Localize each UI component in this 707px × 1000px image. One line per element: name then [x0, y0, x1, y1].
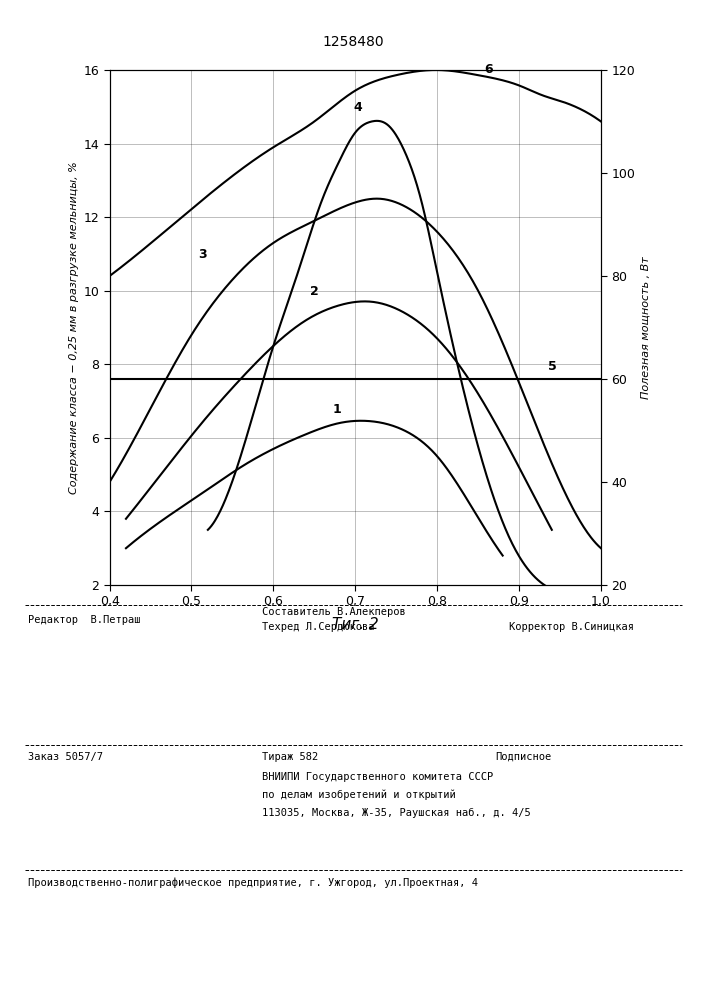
- Text: Заказ 5057/7: Заказ 5057/7: [28, 752, 103, 762]
- Text: Производственно-полиграфическое предприятие, г. Ужгород, ул.Проектная, 4: Производственно-полиграфическое предприя…: [28, 878, 478, 888]
- Text: Составитель В.Алекперов: Составитель В.Алекперов: [262, 607, 405, 617]
- Text: Подписное: Подписное: [495, 752, 551, 762]
- Text: 113035, Москва, Ж-35, Раушская наб., д. 4/5: 113035, Москва, Ж-35, Раушская наб., д. …: [262, 808, 530, 818]
- Text: 2: 2: [310, 285, 319, 298]
- Text: 6: 6: [485, 63, 493, 76]
- Text: Корректор В.Синицкая: Корректор В.Синицкая: [509, 622, 634, 632]
- Text: Техред Л.Сердюкова: Техред Л.Сердюкова: [262, 622, 374, 632]
- Text: 4: 4: [354, 101, 363, 114]
- Text: 1258480: 1258480: [322, 35, 385, 49]
- Text: 3: 3: [198, 248, 206, 261]
- Text: Тираж 582: Тираж 582: [262, 752, 318, 762]
- Text: 5: 5: [548, 360, 556, 373]
- Text: Редактор  В.Петраш: Редактор В.Петраш: [28, 615, 141, 625]
- Text: 1: 1: [332, 403, 341, 416]
- Y-axis label: Содержание класса − 0,25 мм в разгрузке мельницы, %: Содержание класса − 0,25 мм в разгрузке …: [69, 161, 79, 494]
- Text: ВНИИПИ Государственного комитета СССР: ВНИИПИ Государственного комитета СССР: [262, 772, 493, 782]
- Y-axis label: Полезная мощность , Вт: Полезная мощность , Вт: [641, 256, 651, 399]
- Text: по делам изобретений и открытий: по делам изобретений и открытий: [262, 790, 455, 800]
- X-axis label: Τиг. 2: Τиг. 2: [332, 617, 379, 632]
